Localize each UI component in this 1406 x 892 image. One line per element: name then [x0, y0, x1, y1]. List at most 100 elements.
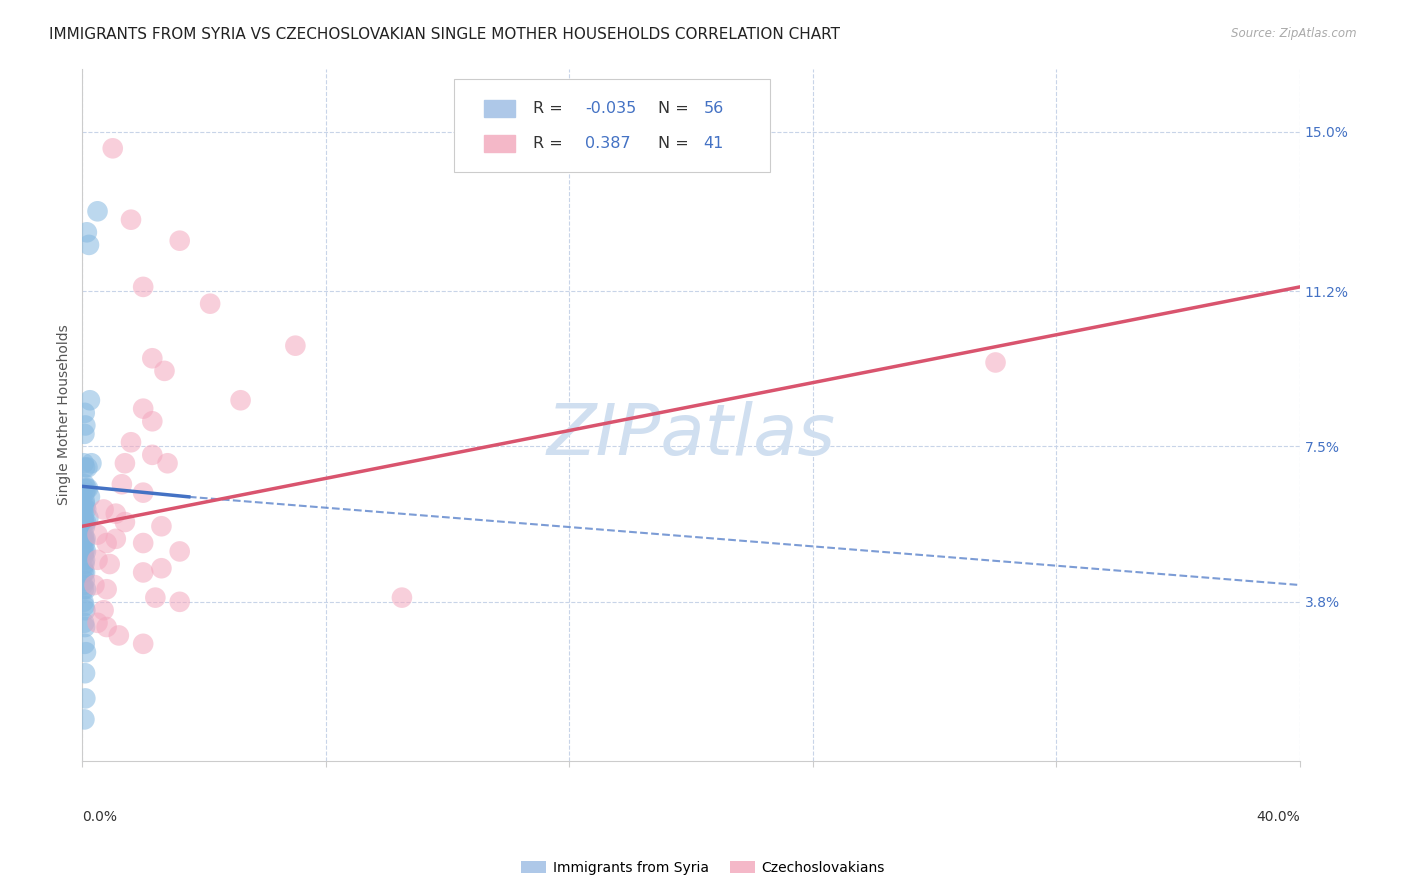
Y-axis label: Single Mother Households: Single Mother Households: [58, 325, 72, 506]
Point: [73, 527, 96, 541]
Point: [86, 204, 108, 219]
Text: R =: R =: [533, 101, 568, 116]
Text: N =: N =: [658, 136, 695, 151]
Point: [77, 482, 100, 496]
Text: 0.0%: 0.0%: [83, 810, 117, 824]
Point: [73, 482, 96, 496]
Point: [111, 477, 134, 491]
Point: [72, 544, 94, 558]
Bar: [484, 100, 515, 118]
Point: [120, 212, 142, 227]
Text: IMMIGRANTS FROM SYRIA VS CZECHOSLOVAKIAN SINGLE MOTHER HOUSEHOLDS CORRELATION CH: IMMIGRANTS FROM SYRIA VS CZECHOSLOVAKIAN…: [49, 27, 841, 42]
Point: [120, 435, 142, 450]
Point: [75, 532, 97, 546]
Point: [132, 566, 155, 580]
Point: [72, 532, 94, 546]
Point: [984, 355, 1007, 369]
Point: [73, 582, 96, 597]
Point: [101, 141, 124, 155]
Point: [73, 549, 96, 563]
Point: [73, 456, 96, 470]
Point: [156, 456, 179, 470]
Point: [75, 502, 97, 516]
Point: [132, 401, 155, 416]
Point: [141, 351, 163, 366]
Point: [73, 485, 96, 500]
Point: [77, 511, 100, 525]
Point: [73, 599, 96, 613]
Point: [75, 603, 97, 617]
Point: [86, 553, 108, 567]
Point: [75, 582, 97, 597]
Point: [73, 426, 96, 441]
Point: [73, 536, 96, 550]
Text: 0.387: 0.387: [585, 136, 631, 151]
Point: [77, 238, 100, 252]
Point: [76, 460, 98, 475]
Point: [143, 591, 166, 605]
Point: [284, 339, 307, 353]
Point: [75, 498, 97, 512]
Point: [73, 532, 96, 546]
Point: [73, 519, 96, 533]
Point: [104, 507, 127, 521]
Point: [153, 364, 176, 378]
Point: [169, 544, 191, 558]
Point: [73, 460, 96, 475]
Point: [98, 557, 121, 571]
Point: [132, 637, 155, 651]
Point: [73, 566, 96, 580]
Point: [86, 615, 108, 630]
Text: 41: 41: [703, 136, 724, 151]
Point: [75, 515, 97, 529]
Point: [73, 553, 96, 567]
Text: 56: 56: [703, 101, 724, 116]
Point: [141, 414, 163, 428]
Point: [80, 456, 103, 470]
Point: [391, 591, 413, 605]
Point: [83, 578, 105, 592]
Point: [150, 519, 173, 533]
Point: [114, 456, 136, 470]
Text: -0.035: -0.035: [585, 101, 637, 116]
Point: [79, 393, 101, 408]
Point: [229, 393, 252, 408]
Point: [73, 566, 96, 580]
Point: [96, 582, 118, 597]
Point: [73, 666, 96, 681]
Point: [73, 511, 96, 525]
Point: [73, 615, 96, 630]
Point: [73, 557, 96, 571]
FancyBboxPatch shape: [454, 78, 770, 172]
Point: [108, 628, 131, 642]
Point: [75, 645, 97, 659]
Text: Source: ZipAtlas.com: Source: ZipAtlas.com: [1232, 27, 1357, 40]
Point: [141, 448, 163, 462]
Point: [114, 515, 136, 529]
Text: R =: R =: [533, 136, 568, 151]
Point: [132, 485, 155, 500]
Point: [72, 498, 94, 512]
Point: [169, 595, 191, 609]
Point: [75, 691, 97, 706]
Point: [132, 280, 155, 294]
Point: [72, 578, 94, 592]
Point: [75, 418, 97, 433]
Point: [72, 515, 94, 529]
Legend: Immigrants from Syria, Czechoslovakians: Immigrants from Syria, Czechoslovakians: [516, 855, 890, 880]
Point: [73, 713, 96, 727]
Point: [132, 536, 155, 550]
Point: [96, 620, 118, 634]
Point: [73, 406, 96, 420]
Bar: [484, 135, 515, 152]
Point: [73, 515, 96, 529]
Text: 40.0%: 40.0%: [1256, 810, 1301, 824]
Point: [150, 561, 173, 575]
Point: [79, 490, 101, 504]
Text: ZIPatlas: ZIPatlas: [547, 401, 835, 470]
Point: [76, 482, 98, 496]
Point: [72, 561, 94, 575]
Point: [73, 637, 96, 651]
Point: [73, 574, 96, 588]
Point: [198, 296, 221, 310]
